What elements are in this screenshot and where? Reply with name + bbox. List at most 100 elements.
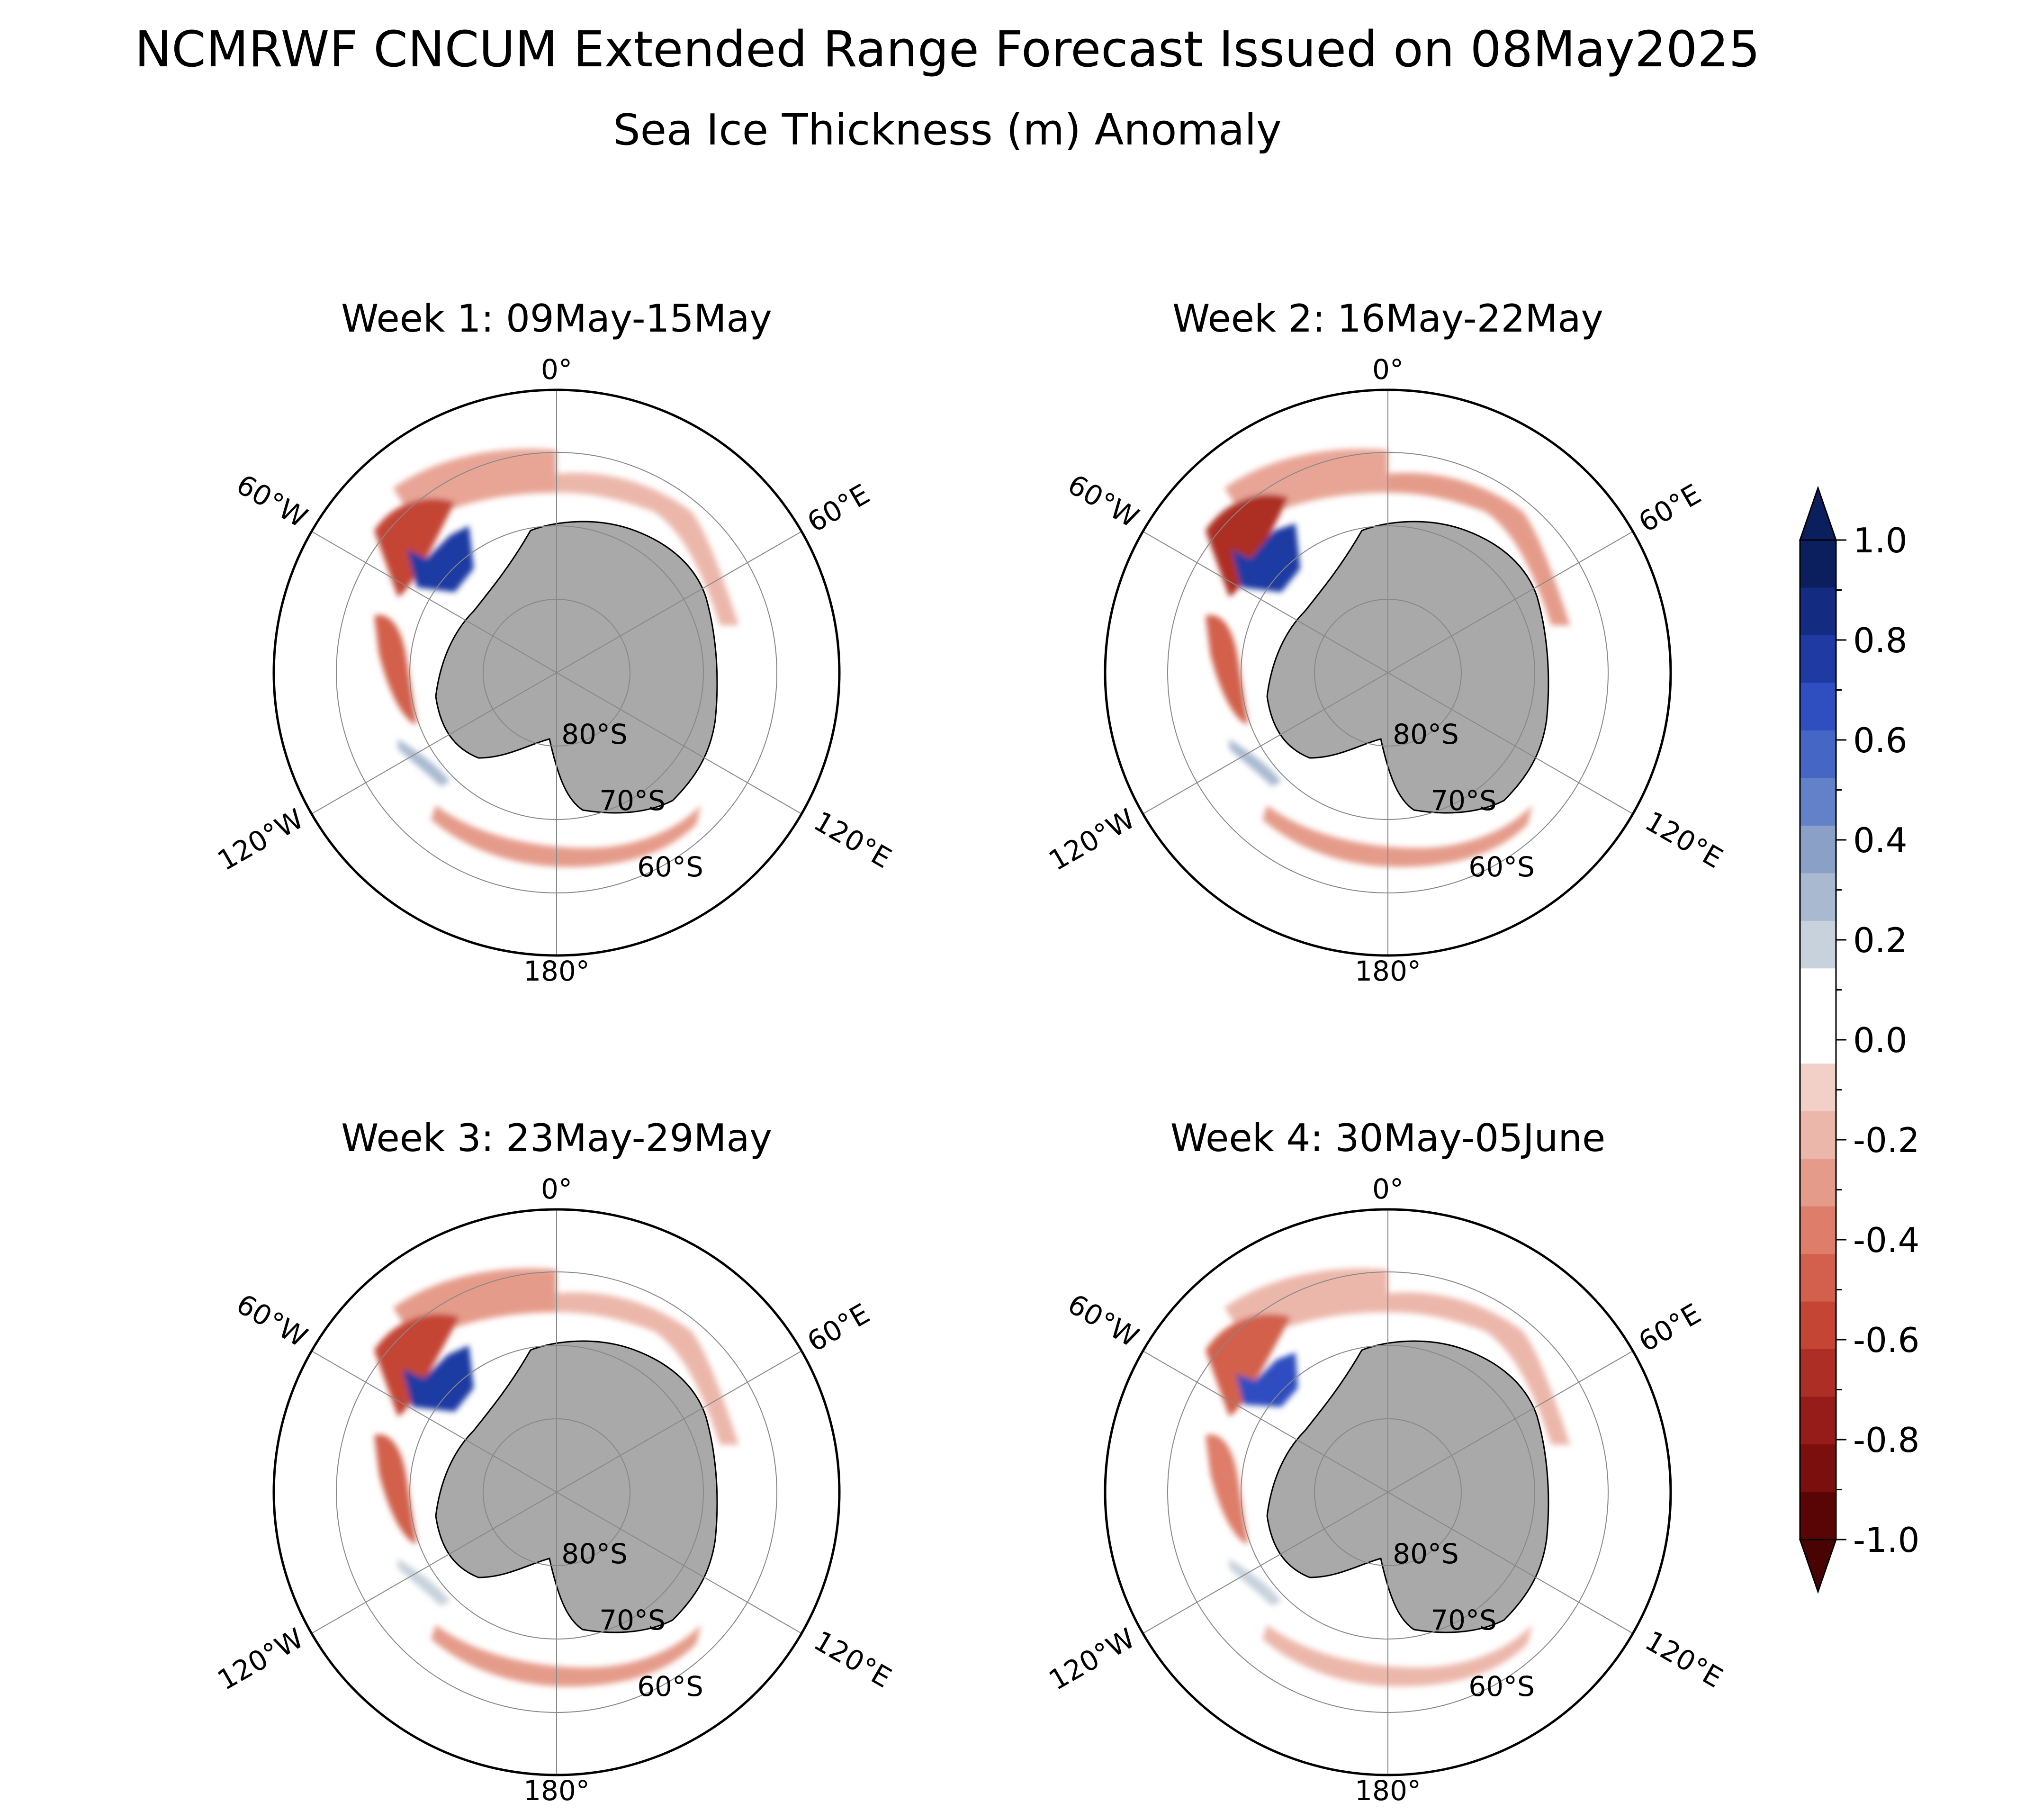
colorbar-tick-label: 0.2 xyxy=(1853,920,1908,960)
svg-text:0°: 0° xyxy=(541,1173,572,1205)
svg-text:120°E: 120°E xyxy=(1640,805,1728,874)
colorbar-band xyxy=(1800,1492,1836,1540)
colorbar-tick-label: 0.6 xyxy=(1853,721,1908,760)
anomaly-field xyxy=(374,1268,739,1686)
svg-text:0°: 0° xyxy=(1372,1173,1404,1205)
map-boundary xyxy=(1104,1208,1672,1776)
blue-anomaly-weddell xyxy=(1236,1352,1298,1407)
svg-text:60°S: 60°S xyxy=(1468,1670,1535,1703)
blue-anomaly-ross xyxy=(398,739,450,786)
svg-text:60°W: 60°W xyxy=(1062,468,1144,534)
svg-text:60°W: 60°W xyxy=(1062,1288,1144,1353)
colorbar-tick-label: -1.0 xyxy=(1853,1520,1919,1560)
red-anomaly-east xyxy=(557,1292,739,1445)
colorbar-band xyxy=(1800,1301,1836,1350)
colorbar-extend-bottom xyxy=(1799,1539,1837,1594)
map-panel-week-4: Week 4: 30May-05June 0° 60°W xyxy=(1044,1116,1728,1807)
svg-text:180°: 180° xyxy=(523,1775,590,1807)
figure-subtitle: Sea Ice Thickness (m) Anomaly xyxy=(613,105,1282,155)
colorbar-band xyxy=(1800,1063,1836,1112)
svg-text:120°E: 120°E xyxy=(809,805,897,874)
svg-text:60°W: 60°W xyxy=(231,1288,313,1353)
colorbar-tick-label: -0.4 xyxy=(1853,1220,1919,1260)
blue-anomaly-ross xyxy=(398,1559,450,1606)
red-anomaly-peninsula-west xyxy=(374,1434,417,1544)
colorbar-band xyxy=(1800,635,1836,683)
colorbar-band xyxy=(1800,1254,1836,1302)
map-boundary xyxy=(1104,388,1672,957)
panel-title: Week 1: 09May-15May xyxy=(341,297,772,341)
colorbar-band xyxy=(1800,778,1836,826)
colorbar-tick-label: -0.8 xyxy=(1853,1420,1919,1460)
colorbar-band xyxy=(1800,1397,1836,1445)
red-anomaly-ross xyxy=(1262,1625,1532,1686)
svg-text:70°S: 70°S xyxy=(599,784,666,817)
colorbar-tick-label: 0.0 xyxy=(1853,1020,1908,1060)
colorbar: 1.0 0.8 0.6 0.4 0.2 0.0 -0.2 -0.4 -0.6 -0.8 -1.0 xyxy=(1799,486,1919,1594)
svg-text:70°S: 70°S xyxy=(1431,784,1497,817)
colorbar-tick-label: -0.2 xyxy=(1853,1120,1919,1160)
colorbar-band xyxy=(1800,683,1836,731)
antarctica-land xyxy=(435,1340,718,1633)
svg-text:0°: 0° xyxy=(1372,353,1404,386)
map-boundary xyxy=(272,1208,841,1776)
red-anomaly-peninsula-west xyxy=(374,615,417,725)
red-anomaly-peninsula-west xyxy=(1206,1434,1248,1544)
latitude-labels: 80°S 70°S 60°S xyxy=(1393,718,1535,883)
svg-text:70°S: 70°S xyxy=(599,1604,666,1636)
latitude-labels: 80°S 70°S 60°S xyxy=(561,1538,703,1703)
colorbar-extend-top xyxy=(1799,486,1837,541)
red-anomaly-east xyxy=(557,473,739,625)
map-panel-week-2: Week 2: 16May-22May 0° 60°W xyxy=(1044,297,1728,987)
colorbar-band xyxy=(1800,1159,1836,1207)
antarctica-land xyxy=(1266,521,1549,814)
svg-text:60°S: 60°S xyxy=(637,851,703,883)
svg-text:60°E: 60°E xyxy=(802,478,875,539)
colorbar-band xyxy=(1800,1111,1836,1159)
antarctica-land xyxy=(1266,1340,1549,1633)
svg-text:180°: 180° xyxy=(1355,1775,1421,1807)
red-anomaly-ross xyxy=(431,805,701,867)
svg-text:80°S: 80°S xyxy=(1393,718,1459,750)
colorbar-tick-label: 0.8 xyxy=(1853,621,1908,660)
graticule xyxy=(1143,1209,1633,1775)
colorbar-bands xyxy=(1800,540,1836,1540)
colorbar-band xyxy=(1800,825,1836,874)
map-area xyxy=(374,449,739,867)
svg-text:80°S: 80°S xyxy=(561,718,628,750)
colorbar-band xyxy=(1800,920,1836,969)
antarctica-land xyxy=(435,521,718,814)
red-anomaly-bellingshausen xyxy=(374,1314,459,1416)
colorbar-band xyxy=(1800,540,1836,588)
latitude-labels: 80°S 70°S 60°S xyxy=(561,718,703,883)
graticule xyxy=(311,390,802,955)
svg-text:60°S: 60°S xyxy=(1468,851,1535,883)
map-boundary xyxy=(272,388,841,957)
map-panel-week-3: Week 3: 23May-29May 0° 60°W xyxy=(212,1116,897,1807)
graticule xyxy=(311,1209,802,1775)
svg-text:60°E: 60°E xyxy=(802,1297,875,1358)
blue-anomaly-ross xyxy=(1229,739,1281,786)
svg-text:180°: 180° xyxy=(1355,955,1421,987)
colorbar-band xyxy=(1800,730,1836,778)
red-anomaly-bellingshausen xyxy=(1206,1314,1291,1416)
figure-title: NCMRWF CNCUM Extended Range Forecast Iss… xyxy=(135,20,1760,78)
blue-anomaly-weddell xyxy=(403,1345,474,1412)
svg-text:60°S: 60°S xyxy=(637,1670,703,1703)
svg-text:60°E: 60°E xyxy=(1633,1297,1707,1358)
blue-anomaly-weddell xyxy=(1232,523,1300,592)
colorbar-band xyxy=(1800,1206,1836,1254)
colorbar-band xyxy=(1800,587,1836,636)
blue-anomaly-weddell xyxy=(407,526,474,592)
red-anomaly-bellingshausen xyxy=(1206,494,1288,597)
colorbar-band xyxy=(1800,968,1836,1017)
svg-text:120°W: 120°W xyxy=(1044,1622,1141,1696)
colorbar-band xyxy=(1800,1016,1836,1064)
svg-text:120°E: 120°E xyxy=(809,1624,897,1694)
anomaly-field xyxy=(1206,449,1570,867)
svg-text:180°: 180° xyxy=(523,955,590,987)
panel-title: Week 4: 30May-05June xyxy=(1170,1116,1606,1160)
red-anomaly-ross xyxy=(431,1625,701,1686)
svg-text:120°E: 120°E xyxy=(1640,1624,1728,1694)
